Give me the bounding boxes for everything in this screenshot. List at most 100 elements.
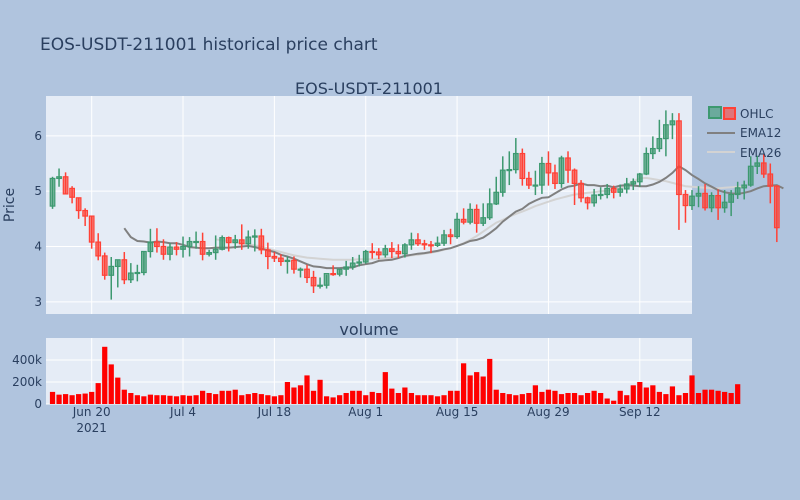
volume-bar (278, 395, 284, 404)
candles-layer (49, 110, 780, 300)
candle-increasing (402, 243, 408, 258)
candle-increasing (617, 184, 624, 197)
candle-body (62, 176, 69, 195)
volume-bar (350, 390, 356, 404)
volume-bar (630, 385, 636, 404)
volume-bar (102, 346, 108, 404)
x-tick-label: Aug 15 (436, 405, 479, 419)
ema26-layer (215, 176, 745, 261)
candle-increasing (147, 228, 154, 258)
volume-bar (467, 375, 473, 404)
volume-bar (571, 393, 578, 404)
candle-body (49, 177, 56, 207)
x-tick-label: Sep 12 (619, 405, 661, 419)
volume-bar (121, 389, 127, 404)
legend-label-ohlc: OHLC (740, 107, 774, 121)
candle-body (375, 251, 382, 256)
legend-item-ohlc[interactable]: OHLC (708, 106, 774, 121)
candle-body (643, 152, 650, 175)
volume-bar (474, 372, 480, 404)
volume-bar (689, 375, 695, 404)
candle-decreasing (767, 163, 774, 204)
candle-body (284, 259, 291, 263)
volume-bar (604, 398, 610, 404)
volume-bar (539, 391, 545, 404)
candle-increasing (467, 203, 474, 225)
candle-body (689, 195, 695, 207)
volume-bar (173, 396, 180, 404)
candle-decreasing (291, 256, 297, 274)
candle-body (206, 251, 213, 255)
legend-item-ema12[interactable]: EMA12 (707, 126, 781, 140)
ema12-line (123, 165, 784, 270)
candle-body (362, 250, 369, 263)
candle-increasing (649, 136, 656, 160)
candle-increasing (49, 176, 56, 209)
volume-bar (180, 395, 186, 404)
candle-body (467, 208, 474, 223)
volume-bar (363, 395, 369, 404)
volume-bar (147, 394, 154, 404)
candle-increasing (434, 236, 441, 248)
volume-plot-area (46, 338, 692, 404)
candle-decreasing (369, 243, 376, 259)
candle-increasing (108, 257, 115, 300)
candle-increasing (689, 190, 695, 210)
candle-increasing (663, 110, 669, 157)
candle-body (349, 262, 356, 268)
price-plot-area (46, 96, 692, 314)
candle-body (441, 234, 447, 244)
candle-decreasing (460, 208, 467, 225)
volume-bar (447, 390, 454, 404)
ohlc-legend-swatch-down (723, 107, 736, 120)
volume-bar (232, 389, 238, 404)
volume-bar (493, 389, 499, 404)
candle-body (402, 244, 408, 255)
candle-increasing (323, 273, 330, 289)
candle-body (88, 215, 95, 243)
candle-body (669, 120, 676, 126)
candle-body (480, 217, 487, 224)
candle-body (721, 201, 728, 209)
candle-increasing (512, 138, 519, 174)
candle-body (225, 237, 232, 244)
candle-increasing (480, 203, 487, 227)
legend: OHLC EMA12 EMA26 (707, 106, 781, 160)
candle-body (506, 168, 513, 172)
candle-increasing (695, 186, 702, 208)
volume-bar (258, 394, 264, 404)
volume-bar (297, 385, 304, 404)
volume-bars-layer (49, 346, 741, 404)
candle-decreasing (304, 264, 310, 284)
volume-bar (702, 389, 708, 404)
candle-body (610, 187, 617, 193)
volume-bar (330, 397, 336, 404)
volume-bar (128, 393, 134, 404)
volume-bar (500, 393, 506, 404)
candle-body (304, 268, 310, 279)
candle-body (552, 172, 558, 185)
candle-body (617, 188, 624, 193)
volume-bar (506, 394, 512, 404)
candle-body (232, 239, 239, 244)
volume-bar (108, 364, 114, 404)
candle-body (565, 157, 571, 171)
candle-increasing (180, 236, 186, 258)
candle-increasing (219, 235, 226, 251)
candle-increasing (127, 263, 134, 284)
legend-item-ema26[interactable]: EMA26 (707, 146, 781, 160)
volume-bar (578, 395, 584, 404)
candle-increasing (734, 181, 741, 199)
candle-decreasing (199, 232, 206, 261)
candle-body (121, 259, 128, 281)
candle-body (369, 250, 376, 254)
candle-body (147, 241, 154, 253)
volume-bar (167, 395, 173, 404)
candle-body (676, 120, 682, 196)
candle-increasing (747, 156, 754, 187)
candle-body (702, 192, 708, 209)
volume-bar (584, 393, 591, 404)
price-y-tick-label: 4 (34, 239, 42, 253)
candle-decreasing (473, 204, 480, 233)
candle-increasing (591, 188, 598, 207)
